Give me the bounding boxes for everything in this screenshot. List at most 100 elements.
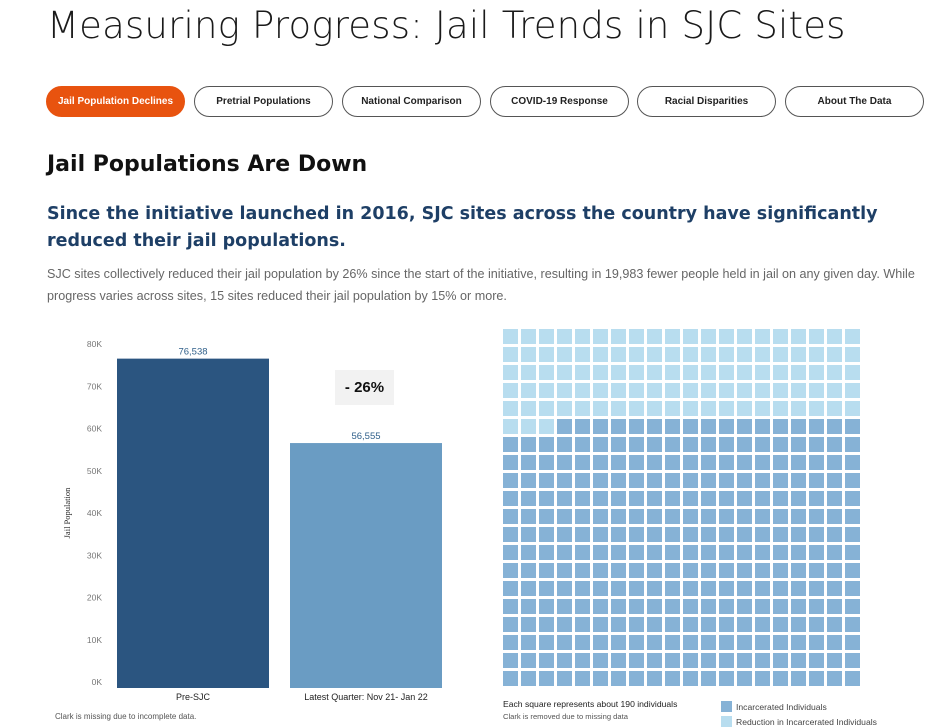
waffle-square-incarcerated <box>737 437 752 452</box>
waffle-square-reduction <box>773 329 788 344</box>
waffle-square-reduction <box>755 365 770 380</box>
waffle-square-incarcerated <box>665 455 680 470</box>
waffle-square-reduction <box>665 365 680 380</box>
waffle-square-incarcerated <box>827 599 842 614</box>
waffle-square-incarcerated <box>647 437 662 452</box>
waffle-square-incarcerated <box>827 617 842 632</box>
waffle-square-incarcerated <box>773 563 788 578</box>
tab-jail-population-declines[interactable]: Jail Population Declines <box>46 86 185 117</box>
waffle-square-incarcerated <box>647 617 662 632</box>
waffle-square-reduction <box>611 329 626 344</box>
waffle-square-incarcerated <box>611 527 626 542</box>
y-tick-label: 40K <box>87 508 102 518</box>
waffle-square-incarcerated <box>521 653 536 668</box>
waffle-square-incarcerated <box>683 563 698 578</box>
tab-racial-disparities[interactable]: Racial Disparities <box>637 86 776 117</box>
waffle-square-incarcerated <box>557 509 572 524</box>
waffle-square-reduction <box>719 401 734 416</box>
waffle-square-incarcerated <box>773 545 788 560</box>
waffle-square-incarcerated <box>719 599 734 614</box>
waffle-square-incarcerated <box>611 599 626 614</box>
waffle-square-incarcerated <box>773 437 788 452</box>
waffle-square-incarcerated <box>755 473 770 488</box>
waffle-square-incarcerated <box>773 491 788 506</box>
waffle-square-reduction <box>791 383 806 398</box>
waffle-square-incarcerated <box>575 653 590 668</box>
waffle-square-reduction <box>647 365 662 380</box>
category-label: Pre-SJC <box>176 692 211 702</box>
waffle-square-incarcerated <box>629 545 644 560</box>
waffle-square-incarcerated <box>701 437 716 452</box>
bar-1 <box>290 443 442 688</box>
waffle-square-incarcerated <box>593 653 608 668</box>
waffle-square-incarcerated <box>593 527 608 542</box>
waffle-square-reduction <box>737 365 752 380</box>
waffle-square-incarcerated <box>773 617 788 632</box>
waffle-square-reduction <box>845 365 860 380</box>
waffle-square-incarcerated <box>611 653 626 668</box>
waffle-square-incarcerated <box>629 437 644 452</box>
waffle-square-incarcerated <box>755 455 770 470</box>
waffle-square-incarcerated <box>557 563 572 578</box>
y-tick-label: 50K <box>87 466 102 476</box>
waffle-square-incarcerated <box>503 473 518 488</box>
tab-pretrial-populations[interactable]: Pretrial Populations <box>194 86 333 117</box>
waffle-square-incarcerated <box>755 437 770 452</box>
waffle-square-reduction <box>719 365 734 380</box>
waffle-square-incarcerated <box>647 419 662 434</box>
waffle-square-incarcerated <box>557 545 572 560</box>
waffle-square-incarcerated <box>809 617 824 632</box>
waffle-square-incarcerated <box>665 563 680 578</box>
tab-national-comparison[interactable]: National Comparison <box>342 86 481 117</box>
waffle-square-incarcerated <box>557 527 572 542</box>
tab-covid-19-response[interactable]: COVID-19 Response <box>490 86 629 117</box>
waffle-square-incarcerated <box>719 527 734 542</box>
waffle-square-incarcerated <box>683 491 698 506</box>
waffle-square-reduction <box>629 401 644 416</box>
waffle-square-reduction <box>701 401 716 416</box>
waffle-square-reduction <box>575 329 590 344</box>
waffle-square-incarcerated <box>557 635 572 650</box>
waffle-square-incarcerated <box>593 491 608 506</box>
waffle-square-incarcerated <box>755 509 770 524</box>
waffle-square-incarcerated <box>665 617 680 632</box>
waffle-square-reduction <box>683 401 698 416</box>
waffle-square-incarcerated <box>791 419 806 434</box>
waffle-square-incarcerated <box>593 473 608 488</box>
waffle-square-incarcerated <box>557 491 572 506</box>
waffle-square-incarcerated <box>773 419 788 434</box>
waffle-square-incarcerated <box>665 671 680 686</box>
waffle-square-incarcerated <box>539 509 554 524</box>
waffle-square-incarcerated <box>575 581 590 596</box>
waffle-square-incarcerated <box>521 455 536 470</box>
waffle-square-incarcerated <box>521 599 536 614</box>
waffle-square-reduction <box>737 383 752 398</box>
waffle-square-incarcerated <box>683 671 698 686</box>
waffle-square-reduction <box>665 329 680 344</box>
page-title: Measuring Progress: Jail Trends in SJC S… <box>47 4 846 47</box>
waffle-square-reduction <box>791 365 806 380</box>
waffle-square-reduction <box>539 365 554 380</box>
waffle-square-incarcerated <box>791 563 806 578</box>
waffle-square-incarcerated <box>629 581 644 596</box>
waffle-square-incarcerated <box>647 509 662 524</box>
tab-about-the-data[interactable]: About The Data <box>785 86 924 117</box>
waffle-square-incarcerated <box>845 671 860 686</box>
waffle-square-incarcerated <box>503 599 518 614</box>
waffle-square-incarcerated <box>701 599 716 614</box>
waffle-square-incarcerated <box>827 527 842 542</box>
waffle-square-incarcerated <box>647 545 662 560</box>
waffle-square-incarcerated <box>701 419 716 434</box>
waffle-square-incarcerated <box>845 437 860 452</box>
y-tick-label: 60K <box>87 424 102 434</box>
waffle-square-incarcerated <box>503 635 518 650</box>
waffle-square-incarcerated <box>557 671 572 686</box>
waffle-square-incarcerated <box>809 437 824 452</box>
waffle-square-incarcerated <box>557 419 572 434</box>
bar-chart-footnote: Clark is missing due to incomplete data. <box>55 712 197 721</box>
waffle-square-incarcerated <box>737 581 752 596</box>
waffle-square-incarcerated <box>755 581 770 596</box>
waffle-square-incarcerated <box>701 509 716 524</box>
waffle-square-reduction <box>521 383 536 398</box>
waffle-square-incarcerated <box>539 599 554 614</box>
